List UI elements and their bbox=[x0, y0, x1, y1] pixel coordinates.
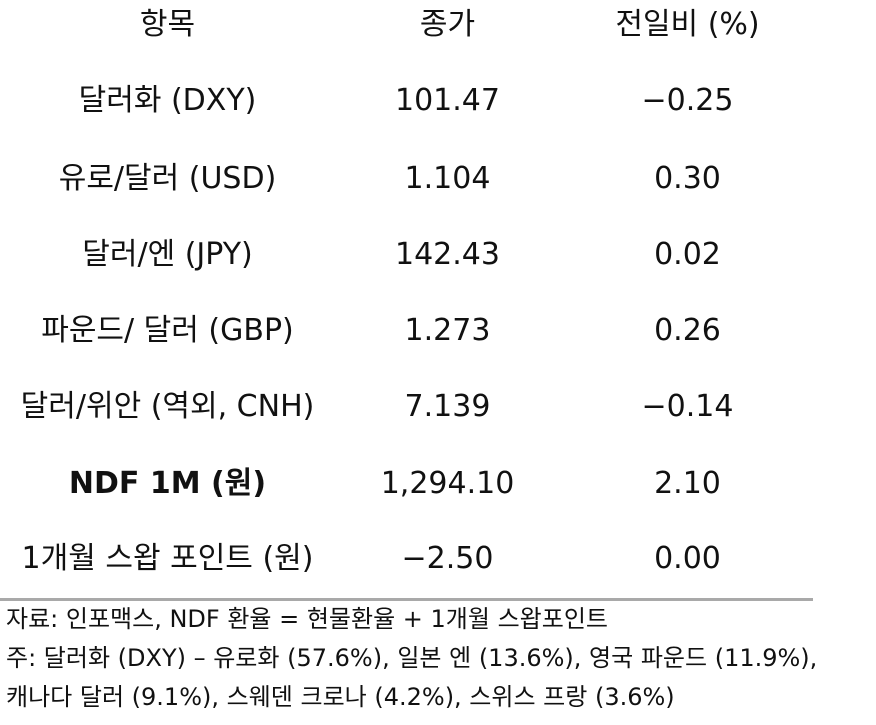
row-item: 달러/엔 (JPY) bbox=[82, 237, 253, 272]
table-divider bbox=[0, 598, 813, 601]
row-item: 유로/달러 (USD) bbox=[58, 161, 277, 196]
row-item: NDF 1M (원) bbox=[68, 466, 267, 501]
table-row: 파운드/ 달러 (GBP) 1.273 0.26 bbox=[0, 306, 876, 356]
row-close: −2.50 bbox=[401, 541, 494, 576]
footnote-line-2: 캐나다 달러 (9.1%), 스웨덴 크로나 (4.2%), 스위스 프랑 (3… bbox=[6, 683, 675, 711]
table-row: 달러/엔 (JPY) 142.43 0.02 bbox=[0, 230, 876, 280]
row-change: −0.25 bbox=[641, 83, 734, 118]
row-item: 달러화 (DXY) bbox=[78, 83, 257, 118]
row-close: 1.273 bbox=[404, 313, 491, 348]
row-close: 1.104 bbox=[404, 161, 491, 196]
table-row: NDF 1M (원) 1,294.10 2.10 bbox=[0, 459, 876, 509]
header-close: 종가 bbox=[419, 7, 476, 42]
row-close: 142.43 bbox=[395, 237, 500, 272]
header-item: 항목 bbox=[139, 7, 196, 42]
footnote-line-1: 주: 달러화 (DXY) – 유로화 (57.6%), 일본 엔 (13.6%)… bbox=[6, 644, 818, 672]
row-change: 0.26 bbox=[654, 313, 721, 348]
row-close: 101.47 bbox=[395, 83, 500, 118]
header-change: 전일비 (%) bbox=[615, 7, 760, 42]
row-change: 0.30 bbox=[654, 161, 721, 196]
row-close: 1,294.10 bbox=[380, 466, 515, 501]
table-row: 달러화 (DXY) 101.47 −0.25 bbox=[0, 76, 876, 126]
row-close: 7.139 bbox=[404, 389, 491, 424]
table-row: 달러/위안 (역외, CNH) 7.139 −0.14 bbox=[0, 382, 876, 432]
source-note: 자료: 인포맥스, NDF 환율 = 현물환율 + 1개월 스왑포인트 bbox=[6, 605, 608, 633]
row-change: 0.00 bbox=[654, 541, 721, 576]
row-change: 0.02 bbox=[654, 237, 721, 272]
table-notes: 자료: 인포맥스, NDF 환율 = 현물환율 + 1개월 스왑포인트 주: 달… bbox=[6, 600, 872, 717]
row-item: 달러/위안 (역외, CNH) bbox=[20, 389, 315, 424]
row-change: 2.10 bbox=[654, 466, 721, 501]
table-row: 유로/달러 (USD) 1.104 0.30 bbox=[0, 154, 876, 204]
row-item: 1개월 스왑 포인트 (원) bbox=[21, 541, 314, 576]
table-row: 1개월 스왑 포인트 (원) −2.50 0.00 bbox=[0, 534, 876, 584]
table-header: 항목 종가 전일비 (%) bbox=[0, 0, 876, 50]
row-change: −0.14 bbox=[641, 389, 734, 424]
row-item: 파운드/ 달러 (GBP) bbox=[41, 313, 294, 348]
